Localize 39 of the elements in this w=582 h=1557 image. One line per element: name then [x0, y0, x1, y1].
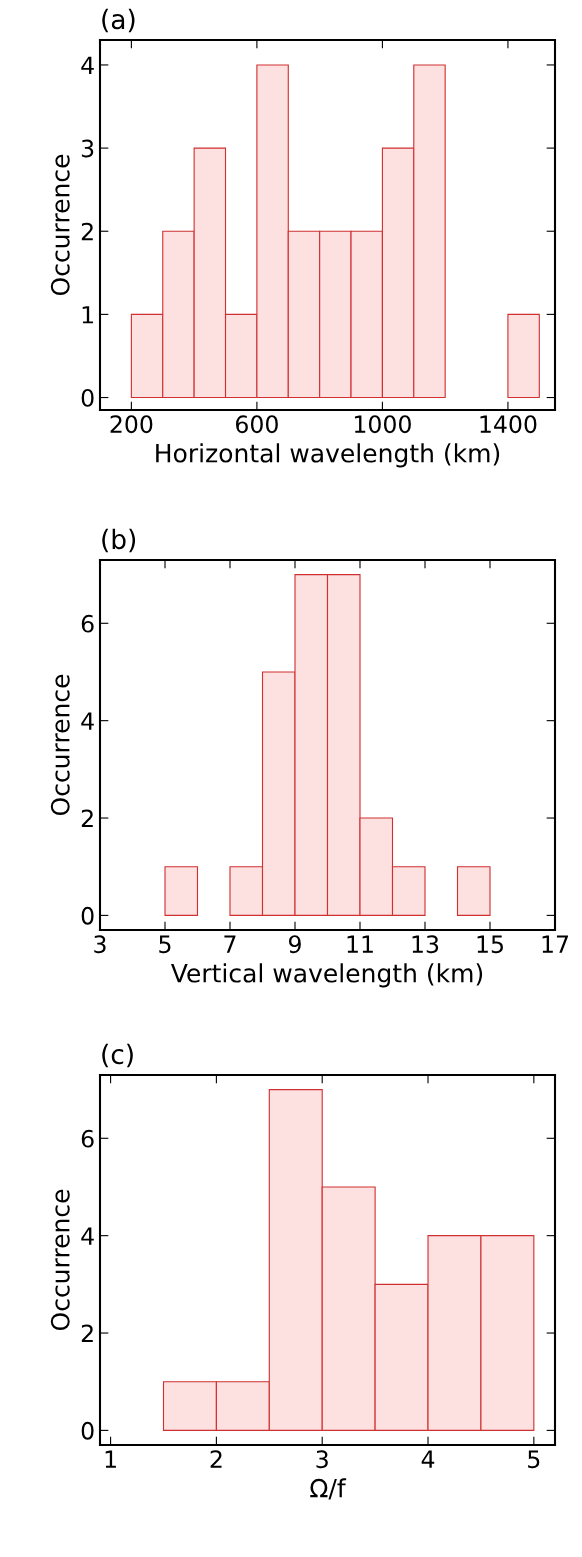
y-tick-label: 4 — [81, 1227, 94, 1245]
y-tick-label: 3 — [81, 139, 94, 158]
x-tick-label: 600 — [236, 415, 278, 434]
x-tick-label: 1000 — [354, 415, 411, 434]
chart-title: (c) — [102, 1043, 133, 1068]
x-tick-label: 15 — [477, 935, 503, 954]
x-axis-title: Ω/f — [310, 1478, 347, 1500]
y-tick-label: 0 — [81, 388, 94, 407]
x-tick-label: 13 — [412, 935, 439, 954]
chart-title: (a) — [102, 8, 135, 33]
y-tick-label: 2 — [81, 222, 93, 241]
x-tick-label: 5 — [159, 935, 171, 954]
y-tick-label: 0 — [81, 1421, 94, 1440]
y-tick-label: 4 — [81, 56, 94, 74]
chart-title: (b) — [102, 528, 136, 553]
x-tick-label: 7 — [224, 935, 236, 953]
x-tick-label: 3 — [316, 1450, 328, 1469]
x-tick-label: 2 — [210, 1450, 222, 1468]
y-axis-title: Occurrence — [50, 1189, 70, 1331]
y-tick-label: 2 — [81, 809, 93, 827]
y-axis-title: Occurrence — [50, 154, 70, 296]
x-tick-label: 17 — [542, 935, 568, 953]
y-tick-label: 4 — [81, 712, 94, 730]
y-tick-label: 6 — [81, 614, 94, 633]
x-tick-label: 1400 — [480, 415, 537, 434]
y-tick-label: 1 — [82, 306, 93, 324]
x-tick-label: 200 — [110, 415, 153, 434]
y-tick-label: 2 — [81, 1324, 93, 1342]
x-tick-label: 3 — [94, 935, 106, 954]
x-tick-label: 5 — [528, 1450, 540, 1469]
y-tick-label: 0 — [81, 906, 94, 925]
y-axis-title: Occurrence — [50, 674, 70, 816]
x-axis-title: Vertical wavelength (km) — [170, 963, 483, 988]
y-tick-label: 6 — [81, 1129, 94, 1148]
x-tick-label: 11 — [347, 935, 373, 953]
x-axis-title: Horizontal wavelength (km) — [156, 443, 500, 468]
x-tick-label: 1 — [105, 1450, 116, 1468]
x-tick-label: 9 — [288, 935, 301, 954]
x-tick-label: 4 — [421, 1450, 435, 1468]
